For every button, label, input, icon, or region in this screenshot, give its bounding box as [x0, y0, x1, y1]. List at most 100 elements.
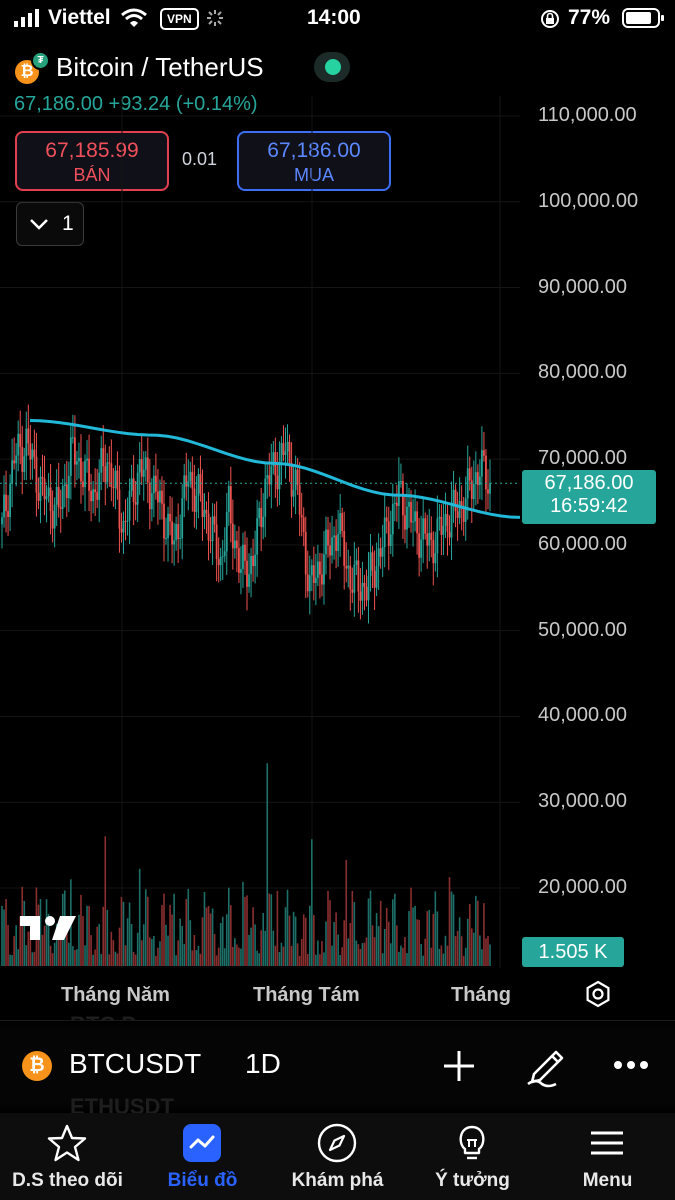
volume-bar: [436, 911, 439, 966]
candle-body: [272, 452, 275, 467]
candle-body: [13, 460, 16, 464]
volume-bar: [167, 935, 169, 966]
volume-bar: [201, 917, 204, 966]
current-price: 67,186.00: [544, 472, 634, 494]
candle-body: [86, 458, 88, 461]
pair-title[interactable]: Bitcoin / TetherUS: [56, 52, 264, 82]
candle-body: [450, 505, 453, 538]
candle-body: [308, 575, 311, 592]
volume-bar: [448, 877, 451, 966]
sell-button[interactable]: 67,185.99 BÁN: [15, 131, 169, 191]
candle-body: [339, 513, 342, 534]
symbol-bar: [0, 1020, 675, 1113]
candle-body: [460, 501, 463, 507]
volume-bar: [418, 919, 420, 966]
volume-bar: [446, 945, 449, 966]
volume-bar: [80, 894, 82, 966]
candle-body: [270, 466, 273, 485]
volume-bar: [402, 947, 404, 966]
volume-bar: [11, 955, 13, 966]
volume-bar: [183, 944, 186, 966]
candle-body: [474, 472, 477, 484]
candle-body: [39, 476, 42, 501]
volume-bar: [323, 952, 325, 966]
volume-bar: [199, 953, 202, 966]
volume-bar: [333, 922, 335, 966]
volume-bar: [300, 938, 303, 966]
volume-bar: [375, 913, 378, 966]
volume-bar: [365, 937, 368, 966]
candle-body: [116, 470, 119, 490]
volume-bar: [424, 938, 427, 966]
volume-bar: [21, 886, 24, 966]
tab-chart[interactable]: Biểu đồ: [135, 1113, 270, 1200]
interval-button[interactable]: 1D: [245, 1048, 281, 1079]
indicators-count: 1: [62, 212, 74, 235]
tab-ideas[interactable]: Ý tưởng: [405, 1113, 540, 1200]
more-options-icon[interactable]: [613, 1060, 649, 1070]
volume-bar: [339, 955, 341, 966]
candle-body: [191, 471, 194, 489]
volume-bar: [290, 945, 293, 966]
candle-body: [5, 494, 7, 512]
volume-bar: [84, 945, 86, 966]
tab-watchlist[interactable]: D.S theo dõi: [0, 1113, 135, 1200]
chart-settings-icon[interactable]: [584, 980, 612, 1008]
tab-explore[interactable]: Khám phá: [270, 1113, 405, 1200]
volume-bar: [1, 906, 3, 966]
volume-bar: [422, 955, 424, 966]
candle-body: [148, 482, 151, 510]
volume-bar: [49, 945, 52, 966]
indicators-toggle-button[interactable]: [16, 202, 84, 246]
candle-body: [128, 490, 131, 521]
candle-body: [406, 506, 408, 530]
tab-chart-label: Biểu đồ: [167, 1170, 238, 1191]
candle-body: [25, 428, 28, 457]
volume-bar: [272, 930, 275, 966]
candle-body: [298, 484, 301, 515]
drawing-tools-icon[interactable]: [526, 1044, 568, 1088]
volume-bar: [225, 914, 228, 966]
buy-price: 67,186.00: [267, 139, 361, 162]
candle-body: [400, 481, 402, 483]
volume-bar: [236, 944, 238, 966]
volume-bar: [45, 899, 48, 966]
candle-body: [27, 428, 30, 444]
volume-bar: [100, 954, 103, 966]
candle-body: [96, 492, 99, 500]
candle-body: [306, 574, 309, 592]
add-icon[interactable]: [442, 1049, 476, 1083]
candle-body: [355, 560, 358, 565]
buy-label: MUA: [294, 165, 334, 185]
candle-body: [331, 537, 333, 556]
volume-bar: [264, 930, 267, 966]
candle-body: [373, 570, 376, 588]
volume-bar: [377, 926, 380, 966]
tab-menu[interactable]: Menu: [540, 1113, 675, 1200]
candle-body: [219, 556, 222, 566]
symbol-name[interactable]: BTCUSDT: [69, 1048, 202, 1079]
candle-body: [296, 469, 299, 485]
vpn-badge: VPN: [160, 8, 199, 30]
candle-body: [329, 545, 331, 556]
volume-bar: [213, 934, 216, 966]
volume-bar: [416, 919, 418, 966]
candle-body: [282, 443, 285, 455]
candle-body: [3, 494, 5, 518]
buy-button[interactable]: 67,186.00 MUA: [237, 131, 391, 191]
volume-bar: [367, 898, 370, 966]
candle-body: [217, 558, 220, 566]
candle-body: [76, 461, 78, 465]
volume-bar: [242, 881, 244, 966]
volume-bar: [412, 907, 414, 966]
volume-bar: [219, 922, 222, 966]
candle-body: [244, 544, 246, 561]
candle-body: [37, 492, 40, 501]
candle-body: [487, 489, 489, 494]
volume-bar: [122, 901, 125, 966]
candle-body: [157, 491, 159, 503]
price-chart[interactable]: [0, 96, 520, 970]
volume-bar: [41, 934, 44, 966]
candle-body: [73, 437, 76, 465]
candle-body: [280, 443, 283, 462]
